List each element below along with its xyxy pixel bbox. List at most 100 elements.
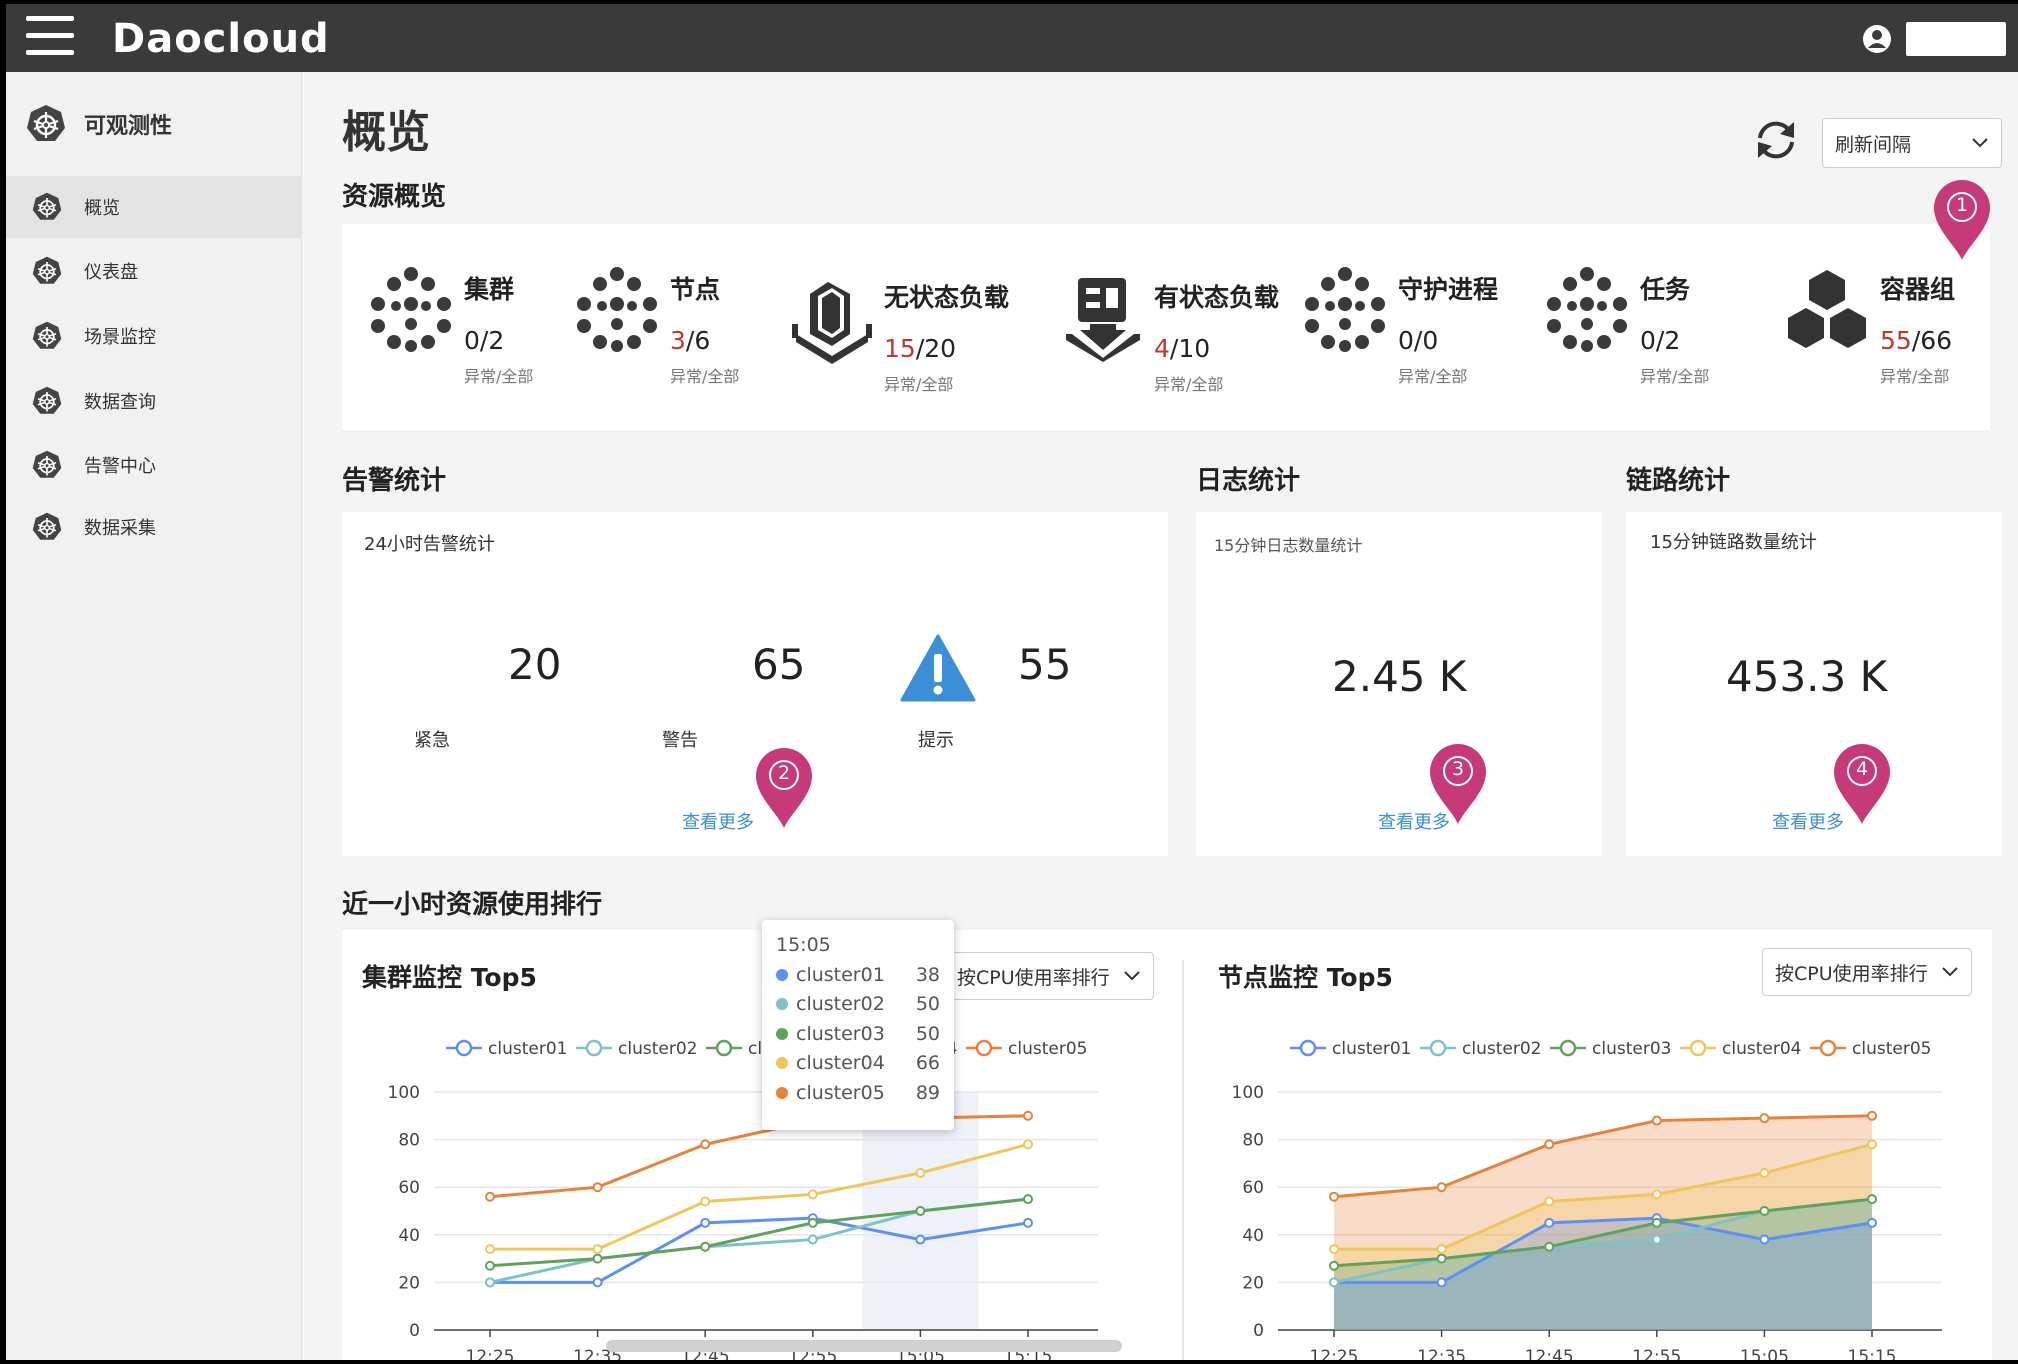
node-area-chart[interactable]: 0 20 40 60 80 100 12:25 12:35 12:45 12:55 15:05 15:… bbox=[1206, 1014, 1986, 1360]
logs-subtitle: 15分钟日志数量统计 bbox=[1214, 536, 1363, 555]
resource-caption: 异常/全部 bbox=[464, 367, 534, 386]
sidebar-item-label: 仪表盘 bbox=[84, 262, 138, 283]
sidebar-item-data-query[interactable]: 数据查询 bbox=[6, 370, 302, 432]
resource-name: 节点 bbox=[670, 275, 721, 304]
marker-pin-1[interactable]: 1 bbox=[1930, 176, 1994, 262]
sidebar-item-overview[interactable]: 概览 bbox=[6, 176, 302, 238]
resource-pod[interactable]: 容器组 55/66 异常/全部 bbox=[1782, 264, 1955, 387]
pin-label: 3 bbox=[1451, 758, 1465, 780]
brand-logo: Daocloud bbox=[112, 16, 330, 62]
data-point bbox=[1544, 1139, 1555, 1150]
chart-tooltip: 15:05 cluster01 38 cluster02 50 cluster03 5… bbox=[762, 920, 954, 1130]
data-point bbox=[485, 1191, 495, 1202]
y-tick-label: 80 bbox=[398, 1131, 420, 1151]
tooltip-row: cluster01 38 bbox=[776, 960, 940, 990]
resource-stateful-workload[interactable]: 有状态负载 4/10 异常/全部 bbox=[1060, 272, 1279, 395]
series-area bbox=[1334, 1218, 1872, 1330]
ranking-card bbox=[342, 930, 1992, 1360]
data-point bbox=[592, 1244, 603, 1255]
sidebar-item-dashboard[interactable]: 仪表盘 bbox=[6, 240, 302, 302]
legend-marker bbox=[1689, 1039, 1707, 1057]
sidebar-item-alert-center[interactable]: 告警中心 bbox=[6, 434, 302, 496]
resource-daemon[interactable]: 守护进程 0/0 异常/全部 bbox=[1300, 264, 1498, 387]
series-line bbox=[1334, 1216, 1873, 1284]
menu-icon[interactable] bbox=[26, 16, 74, 60]
node-sort-select[interactable]: 按CPU使用率排行 bbox=[1762, 948, 1972, 996]
traces-view-more-link[interactable]: 查看更多 bbox=[1772, 812, 1844, 833]
critical-label: 紧急 bbox=[414, 730, 450, 751]
alerts-title: 告警统计 bbox=[342, 466, 447, 496]
user-name-field[interactable] bbox=[1906, 22, 2006, 56]
data-point bbox=[1759, 1234, 1770, 1245]
marker-pin-2[interactable]: 2 bbox=[752, 744, 816, 830]
resource-bad-count: 15 bbox=[884, 334, 916, 363]
legend-marker bbox=[1559, 1039, 1577, 1057]
marker-pin-3[interactable]: 3 bbox=[1426, 740, 1490, 826]
map-pin-icon bbox=[1830, 740, 1894, 826]
data-point bbox=[485, 1277, 495, 1288]
tooltip-series: cluster01 bbox=[796, 963, 885, 986]
alerts-view-more-link[interactable]: 查看更多 bbox=[682, 812, 754, 833]
resource-stateless-workload[interactable]: 无状态负载 15/20 异常/全部 bbox=[788, 272, 1009, 395]
series-line bbox=[1333, 1197, 1873, 1268]
tooltip-row: cluster05 89 bbox=[776, 1078, 940, 1108]
refresh-interval-value: 刷新间隔 bbox=[1835, 133, 1912, 156]
kubernetes-icon bbox=[32, 512, 62, 542]
resource-name: 集群 bbox=[464, 275, 515, 304]
legend-item: cluster03 bbox=[1550, 1039, 1671, 1059]
traces-title: 链路统计 bbox=[1626, 466, 1731, 496]
resources-title: 资源概览 bbox=[342, 182, 447, 212]
sidebar: 可观测性 概览 仪表盘 场景监控 数据查询 告警中心 数据采集 bbox=[6, 72, 302, 1360]
cluster-sort-select[interactable]: 按CPU使用率排行 bbox=[944, 952, 1154, 1000]
data-point bbox=[1329, 1191, 1339, 1202]
resource-job[interactable]: 任务 0/2 异常/全部 bbox=[1542, 264, 1709, 387]
data-point bbox=[1759, 1206, 1770, 1216]
refresh-interval-select[interactable]: 刷新间隔 bbox=[1822, 118, 2002, 168]
resource-bad-count: 0 bbox=[464, 326, 480, 355]
data-point bbox=[1544, 1217, 1555, 1228]
y-tick-label: 60 bbox=[398, 1178, 420, 1198]
user-icon[interactable] bbox=[1862, 24, 1892, 54]
legend-marker bbox=[585, 1039, 603, 1057]
data-point bbox=[915, 1234, 926, 1245]
x-tick-label: 12:25 bbox=[466, 1347, 515, 1360]
warning-triangle-icon bbox=[900, 634, 976, 702]
data-point bbox=[592, 1182, 603, 1193]
data-point bbox=[485, 1260, 495, 1271]
data-point bbox=[700, 1241, 711, 1252]
legend-item: cluster01 bbox=[1290, 1039, 1411, 1059]
y-tick-label: 0 bbox=[409, 1321, 420, 1341]
critical-count: 20 bbox=[508, 640, 562, 689]
pin-label: 1 bbox=[1955, 194, 1969, 216]
map-pin-icon bbox=[752, 744, 816, 830]
resource-bad-count: 4 bbox=[1154, 334, 1170, 363]
pin-label: 2 bbox=[777, 762, 791, 784]
sidebar-item-scene-monitor[interactable]: 场景监控 bbox=[6, 305, 302, 367]
sidebar-item-label: 告警中心 bbox=[84, 456, 156, 477]
resource-node[interactable]: 节点 3/6 异常/全部 bbox=[572, 264, 739, 387]
logs-view-more-link[interactable]: 查看更多 bbox=[1378, 812, 1450, 833]
cluster-icon bbox=[366, 264, 456, 354]
resource-cluster[interactable]: 集群 0/2 异常/全部 bbox=[366, 264, 533, 387]
legend-item: cluster02 bbox=[576, 1039, 697, 1059]
sidebar-item-data-collection[interactable]: 数据采集 bbox=[6, 496, 302, 558]
app-window: Daocloud 可观测性 概览 仪表盘 场景监控 数据查询 bbox=[6, 4, 2018, 1360]
series-dot-icon bbox=[776, 1057, 788, 1070]
kubernetes-icon bbox=[32, 386, 62, 416]
y-tick-label: 100 bbox=[1232, 1083, 1264, 1103]
marker-pin-4[interactable]: 4 bbox=[1830, 740, 1894, 826]
alerts-subtitle: 24小时告警统计 bbox=[364, 534, 495, 555]
kubernetes-icon bbox=[32, 321, 62, 351]
horizontal-scrollbar[interactable] bbox=[606, 1340, 1122, 1352]
tooltip-series: cluster05 bbox=[796, 1081, 885, 1104]
data-point bbox=[592, 1277, 603, 1288]
series-dot-icon bbox=[776, 968, 788, 981]
data-point bbox=[592, 1253, 603, 1264]
chevron-down-icon bbox=[1124, 971, 1140, 981]
refresh-icon[interactable] bbox=[1750, 114, 1802, 166]
data-point bbox=[1023, 1139, 1033, 1150]
traces-subtitle: 15分钟链路数量统计 bbox=[1650, 532, 1817, 553]
data-point bbox=[807, 1234, 818, 1245]
legend-label: cluster05 bbox=[1852, 1039, 1931, 1059]
